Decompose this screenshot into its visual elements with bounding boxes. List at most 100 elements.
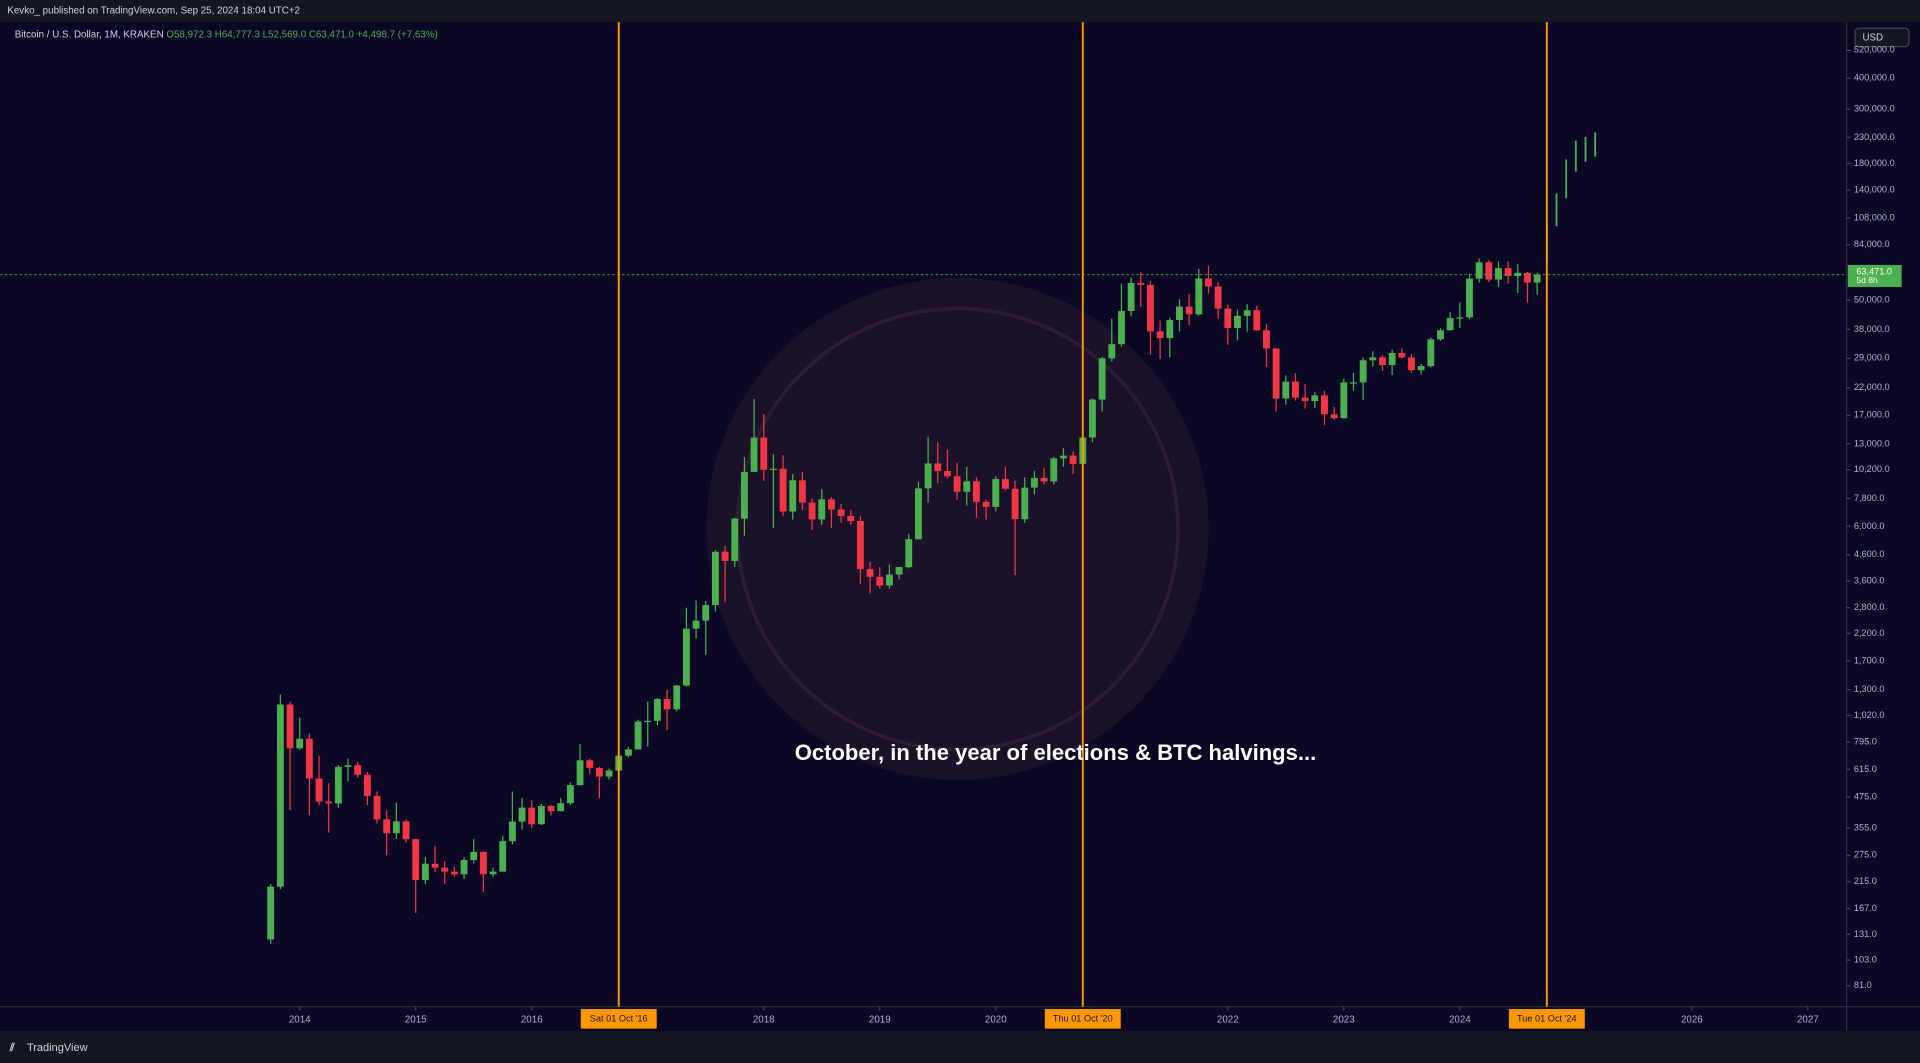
y-tick-label: 103.0 — [1854, 955, 1877, 965]
y-tick-label: 275.0 — [1854, 850, 1877, 860]
y-tick-label: 7,800.0 — [1854, 493, 1885, 503]
candle-body — [1533, 274, 1541, 283]
candle-body — [1263, 330, 1270, 349]
currency-button[interactable] — [1854, 27, 1910, 48]
candle-body — [1369, 357, 1377, 361]
candle-body — [1437, 330, 1444, 340]
candle-body — [344, 765, 352, 767]
candle-body — [1340, 382, 1348, 419]
candle-body — [334, 766, 342, 804]
countdown: 5d 8h — [1856, 275, 1878, 285]
y-tick-label: 215.0 — [1854, 876, 1877, 886]
candle-body — [1060, 455, 1067, 459]
candle-body — [1166, 320, 1174, 339]
y-tick-label: 3,600.0 — [1854, 575, 1885, 585]
candle-body — [1127, 282, 1135, 311]
candle-body — [470, 851, 478, 861]
halving-label-box — [580, 1009, 657, 1029]
candle-body — [1118, 310, 1125, 345]
halving-label-box — [1044, 1009, 1121, 1029]
ohlc-low: L52,569.0 — [263, 29, 307, 40]
candle-body — [586, 760, 594, 768]
candle-body — [721, 551, 729, 561]
candle-body — [1176, 306, 1183, 321]
halving-label-box — [1508, 1009, 1585, 1029]
candle-body — [305, 738, 313, 779]
candle-body — [605, 770, 613, 777]
candle-body — [624, 749, 632, 756]
candle-body — [1388, 352, 1396, 366]
candle-body — [789, 480, 797, 512]
y-tick-label: 167.0 — [1854, 903, 1877, 913]
candle-body — [982, 501, 990, 507]
candle-body — [1427, 339, 1435, 367]
candle-body — [944, 471, 951, 477]
x-tick-label: 2026 — [1681, 1015, 1703, 1026]
candle-body — [402, 821, 410, 840]
candle-body — [1504, 268, 1512, 277]
candle-body — [1089, 399, 1096, 438]
y-tick-label: 795.0 — [1854, 736, 1877, 746]
x-tick-label: 2016 — [521, 1015, 543, 1026]
candle-body — [837, 509, 845, 516]
x-tick-label: 2014 — [289, 1015, 311, 1026]
candle-body — [508, 821, 516, 842]
candle-body — [644, 720, 652, 723]
candle-body — [1147, 284, 1154, 332]
y-tick-label: 50,000.0 — [1854, 295, 1890, 305]
y-tick-label: 131.0 — [1854, 929, 1877, 939]
candle-body — [1292, 381, 1299, 398]
candle-body — [286, 704, 294, 749]
y-tick-label: 180,000.0 — [1854, 158, 1895, 168]
currency[interactable]: USD — [1862, 33, 1883, 44]
candle-body — [1301, 397, 1309, 402]
candle-body — [325, 801, 333, 804]
candle-body — [740, 471, 748, 519]
x-tick-label: 2020 — [985, 1015, 1007, 1026]
candle-body — [1011, 488, 1019, 520]
candle-body — [915, 488, 922, 540]
candle-body — [1021, 487, 1029, 520]
candle-body — [1253, 310, 1261, 331]
halving-label: Sat 01 Oct '16 — [590, 1013, 648, 1023]
candle-body — [489, 871, 497, 875]
author-line: Kevko_ published on TradingView.com, Sep… — [7, 6, 300, 17]
candle-body — [421, 863, 429, 881]
last-price-label: 63,471.0 — [1856, 267, 1892, 277]
candle-body — [1098, 358, 1106, 400]
candle-body — [847, 515, 855, 522]
y-tick-label: 29,000.0 — [1854, 353, 1890, 363]
candle-body — [1514, 272, 1522, 277]
candle-body — [1069, 455, 1077, 464]
y-tick-label: 81.0 — [1854, 980, 1872, 990]
candle-body — [885, 574, 893, 586]
watermark — [706, 278, 1209, 781]
candle-body — [1156, 331, 1164, 339]
candle-body — [431, 863, 439, 868]
ohlc-change: +4,498.7 (+7.63%) — [357, 29, 438, 40]
candle-body — [702, 605, 710, 621]
candle-body — [547, 805, 555, 812]
candle-body — [856, 521, 864, 570]
candle-body — [412, 839, 420, 881]
candle-body — [441, 867, 449, 872]
candle-body — [866, 569, 874, 577]
candle-body — [354, 765, 362, 775]
candle-body — [363, 774, 371, 796]
candle-body — [663, 699, 671, 710]
y-tick-label: 1,700.0 — [1854, 655, 1885, 665]
candle-body — [1485, 262, 1493, 280]
candle-body — [653, 699, 661, 721]
candle-body — [827, 499, 835, 510]
candle-body — [1272, 348, 1280, 399]
candle-body — [479, 851, 487, 875]
candle-body — [953, 476, 961, 492]
footer-bar — [0, 1031, 1920, 1063]
candle-body — [1234, 315, 1241, 329]
candle-body — [760, 437, 768, 470]
candle-body — [1282, 381, 1290, 399]
top-bar — [0, 0, 1920, 23]
x-tick-label: 2019 — [869, 1015, 891, 1026]
candle-body — [1330, 414, 1338, 419]
